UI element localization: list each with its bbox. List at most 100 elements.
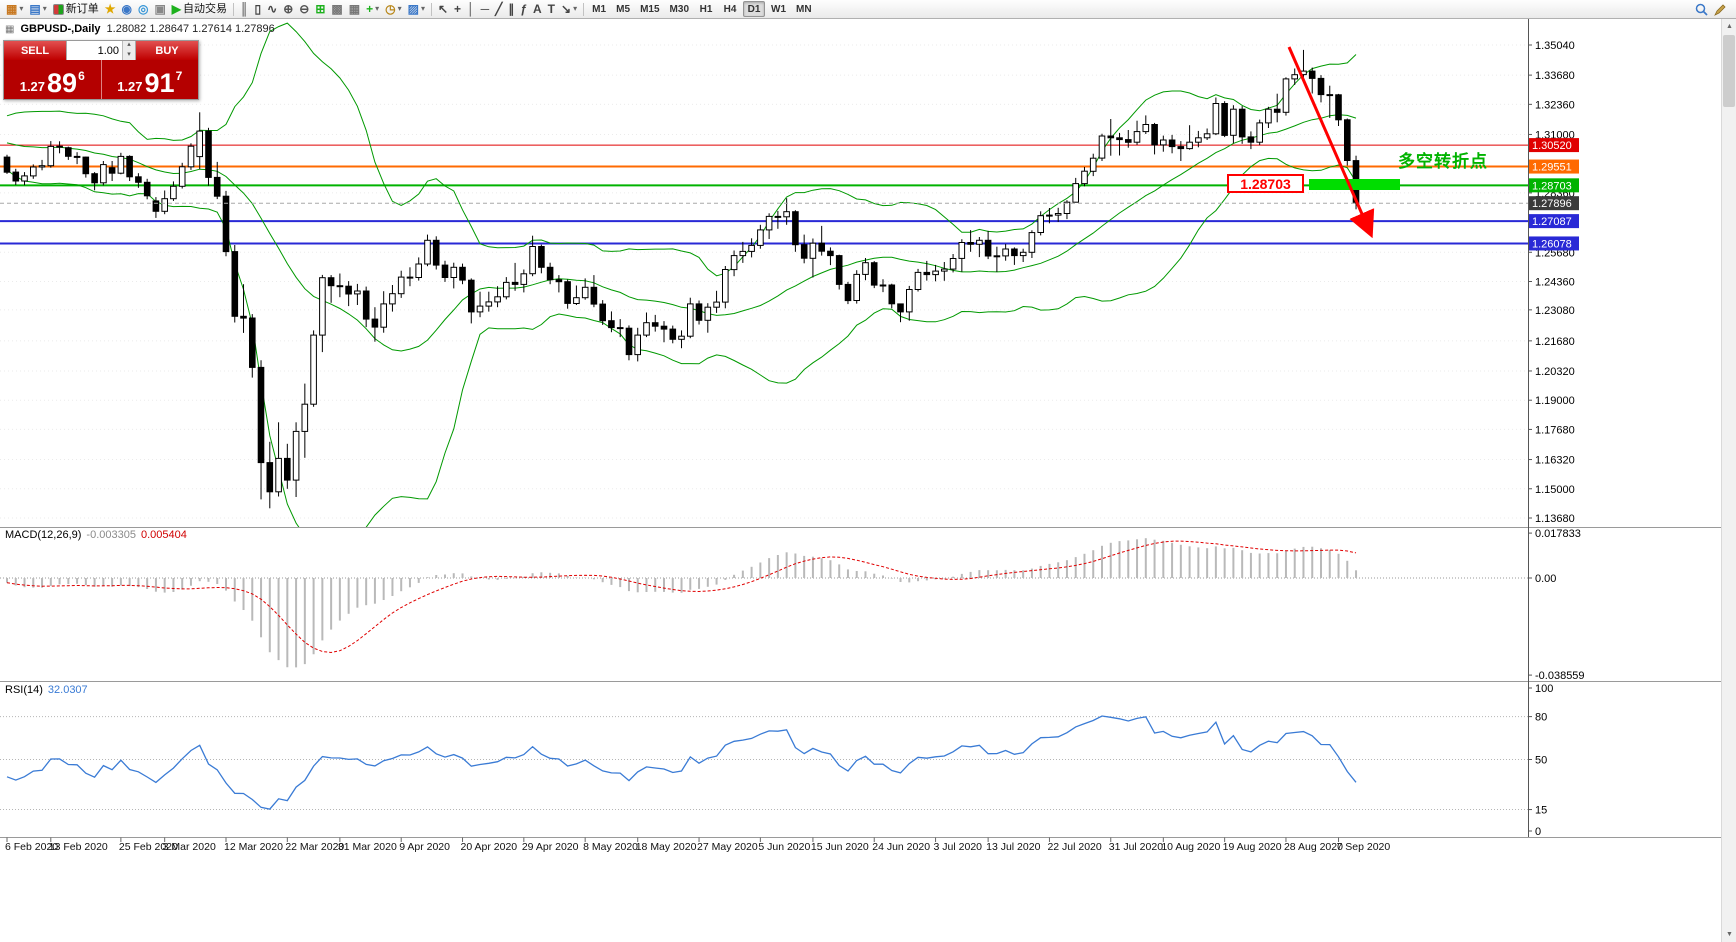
scrollbar-thumb[interactable] (1723, 35, 1735, 107)
rsi-axis-label: 15 (1535, 805, 1547, 817)
date-axis-label: 7 Sep 2020 (1337, 841, 1391, 853)
vertical-scrollbar[interactable]: ▲ ▼ (1721, 19, 1736, 942)
scroll-down-button[interactable]: ▼ (1726, 931, 1733, 938)
timeframe-m15-button[interactable]: M15 (640, 3, 660, 15)
edit-pencil-icon[interactable] (1714, 3, 1727, 16)
candlestick-series (3, 49, 1360, 509)
mql-wizard-icon: ★ (104, 2, 116, 16)
buy-button[interactable]: BUY (136, 41, 198, 60)
candle-body (476, 305, 484, 313)
sell-button[interactable]: SELL (4, 41, 66, 60)
grid-button[interactable]: ▦ (346, 1, 363, 18)
candle-body (56, 145, 63, 148)
new-order-button[interactable]: 新订单 (50, 1, 102, 18)
mql-wizard-button[interactable]: ★ (102, 1, 119, 18)
auto-trading-button[interactable]: ▶ 自动交易 (169, 1, 230, 18)
ohlc-values: 1.28082 1.28647 1.27614 1.27896 (106, 23, 275, 35)
candle-body (625, 327, 633, 356)
candle-body (135, 176, 142, 183)
date-axis-label: 5 Jun 2020 (758, 841, 810, 853)
date-axis-label: 31 Mar 2020 (338, 841, 397, 853)
candle-body (1265, 108, 1272, 124)
templates-button[interactable]: ▨ ▾ (405, 1, 428, 18)
equidistant-channel-button[interactable]: ∥ (505, 1, 517, 18)
candlestick-mode-button[interactable]: ▯ (252, 1, 265, 18)
crosshair-button[interactable]: + (451, 1, 464, 18)
timeframe-w1-button[interactable]: W1 (771, 3, 786, 15)
volume-decrease-button[interactable]: ▾ (123, 50, 135, 60)
candle-body (187, 145, 195, 168)
text-button[interactable]: A (530, 1, 545, 18)
date-axis-label: 27 May 2020 (697, 841, 758, 853)
search-icon[interactable] (1695, 3, 1708, 16)
date-axis-label: 25 Feb 2020 (119, 841, 178, 853)
new-chart-button[interactable]: ▦ ▾ (3, 1, 26, 18)
tile-windows-button[interactable]: ⊞ (312, 1, 328, 18)
signals-button[interactable]: ◎ (135, 1, 151, 18)
market-button[interactable]: ◉ (118, 1, 134, 18)
price-grid (0, 44, 1528, 519)
arrows-button[interactable]: ↘ ▾ (558, 1, 580, 18)
horizontal-line-button[interactable]: ─ (478, 1, 493, 18)
candle-body (284, 457, 291, 481)
candle-body (757, 229, 764, 246)
price-axis-label: 1.16320 (1535, 455, 1575, 467)
candle-body (100, 164, 107, 184)
timeframe-d1-button[interactable]: D1 (743, 1, 765, 17)
indicators-button[interactable]: + ▾ (363, 1, 382, 18)
price-tag-label: 1.26078 (1532, 238, 1572, 250)
volume-increase-button[interactable]: ▴ (123, 41, 135, 51)
zoom-out-button[interactable]: ⊖ (296, 1, 312, 18)
fibonacci-button[interactable]: ƒ (517, 1, 530, 18)
candle-body (546, 266, 554, 281)
cursor-button[interactable]: ↖ (435, 1, 451, 18)
price-axis-label: 1.20320 (1535, 366, 1575, 378)
timeframe-mn-button[interactable]: MN (796, 3, 812, 15)
symbol-period-label: GBPUSD-,Daily (20, 23, 101, 35)
scroll-up-button[interactable]: ▲ (1726, 23, 1733, 30)
price-annotation-tag[interactable]: 1.28703 (1227, 174, 1304, 193)
candle-body (651, 322, 659, 327)
trend-arrow[interactable] (1287, 46, 1375, 239)
zoom-in-button[interactable]: ⊕ (280, 1, 296, 18)
timeframe-m1-button[interactable]: M1 (592, 3, 607, 15)
candle-body (1221, 103, 1228, 136)
news-button[interactable]: ▣ (151, 1, 168, 18)
price-axis-label: 1.21680 (1535, 336, 1575, 348)
candle-body (485, 301, 493, 307)
timeframe-h4-button[interactable]: H4 (723, 3, 737, 15)
chart-canvas[interactable]: 1.350401.336801.323601.310001.283601.256… (0, 19, 1736, 942)
arrows-icon: ↘ (561, 2, 572, 16)
line-chart-mode-button[interactable]: ∿ (264, 1, 280, 18)
ask-price[interactable]: 1.27 91 7 (102, 60, 199, 99)
candle-body (292, 430, 300, 481)
candle-body (897, 303, 904, 313)
bid-price[interactable]: 1.27 89 6 (4, 60, 101, 99)
chart-profiles-button[interactable]: ▤ ▾ (26, 1, 49, 18)
candle-body (853, 273, 861, 301)
trendline-button[interactable]: ╱ (492, 1, 505, 18)
note-annotation[interactable]: 多空转折点 (1398, 152, 1488, 171)
candle-body (704, 306, 712, 321)
highlight-rectangle[interactable] (1309, 179, 1400, 190)
candle-body (275, 457, 282, 493)
candle-body (205, 130, 212, 178)
vertical-line-button[interactable]: │ (464, 1, 478, 18)
timeframe-h1-button[interactable]: H1 (699, 3, 713, 15)
periods-button[interactable]: ◷ ▾ (382, 1, 405, 18)
timeframe-m5-button[interactable]: M5 (616, 3, 631, 15)
date-axis-label: 18 May 2020 (636, 841, 697, 853)
volume-input[interactable] (67, 41, 122, 60)
macd-indicator (0, 538, 1528, 668)
candle-body (91, 173, 98, 184)
timeframe-m30-button[interactable]: M30 (669, 3, 689, 15)
auto-arrange-button[interactable]: ▩ (328, 1, 345, 18)
bar-chart-mode-button[interactable]: ║ (237, 1, 252, 18)
candle-body (1089, 157, 1097, 172)
candle-body (143, 181, 151, 197)
price-axis-label: 1.35040 (1535, 40, 1575, 52)
price-tag-label: 1.27896 (1532, 198, 1572, 210)
text-label-button[interactable]: T (545, 1, 558, 18)
candle-body (511, 281, 519, 285)
